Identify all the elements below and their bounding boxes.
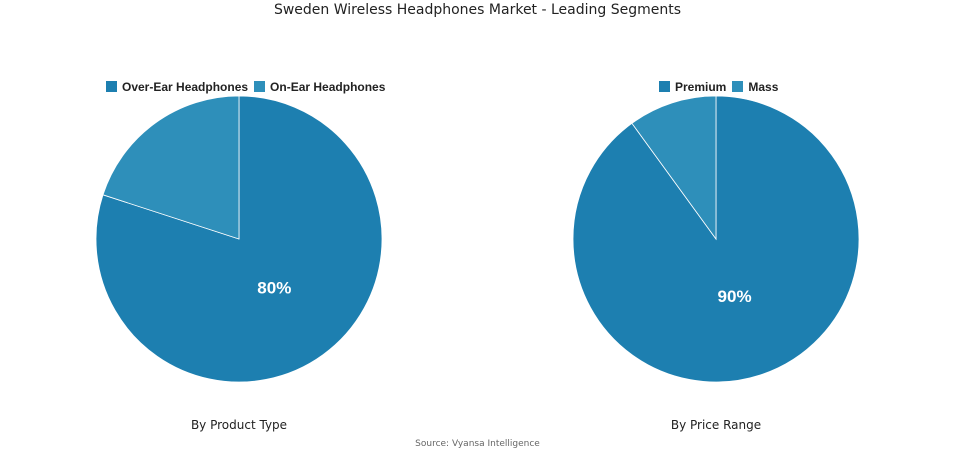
subtitle-price: By Price Range [670, 418, 762, 432]
pie-slice-on-ear-headphones [102, 95, 240, 240]
data-label: 90% [718, 287, 752, 306]
source-note: Source: Vyansa Intelligence [415, 439, 540, 449]
legend-item: On-Ear Headphones [254, 80, 385, 94]
legend-item: Over-Ear Headphones [106, 80, 248, 94]
legend-item: Premium [659, 80, 726, 94]
legend-price: Premium Mass [659, 80, 778, 94]
chart-title: Sweden Wireless Headphones Market - Lead… [273, 2, 682, 18]
legend-product: Over-Ear Headphones On-Ear Headphones [106, 80, 385, 94]
legend-item: Mass [732, 80, 778, 94]
subtitle-product: By Product Type [190, 418, 288, 432]
pie-slice-mass [631, 95, 717, 241]
data-label: 80% [257, 279, 291, 298]
